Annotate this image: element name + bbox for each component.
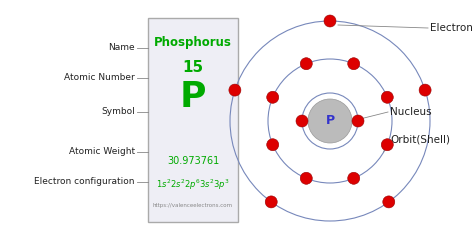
Text: Nucleus: Nucleus — [390, 107, 432, 117]
Circle shape — [300, 172, 312, 184]
Text: Atomic Number: Atomic Number — [64, 74, 135, 83]
Circle shape — [296, 115, 308, 127]
Text: Phosphorus: Phosphorus — [154, 36, 232, 49]
Text: https://valenceelectrons.com: https://valenceelectrons.com — [153, 203, 233, 208]
Circle shape — [324, 15, 336, 27]
FancyBboxPatch shape — [148, 18, 238, 222]
Text: 30.973761: 30.973761 — [167, 156, 219, 166]
Text: 15: 15 — [182, 60, 203, 75]
Circle shape — [383, 196, 395, 208]
Circle shape — [229, 84, 241, 96]
Circle shape — [267, 139, 279, 151]
Circle shape — [348, 58, 360, 70]
Circle shape — [419, 84, 431, 96]
Circle shape — [308, 99, 352, 143]
Text: Orbit(Shell): Orbit(Shell) — [390, 135, 450, 145]
Text: Electron: Electron — [430, 23, 473, 33]
Text: Symbol: Symbol — [101, 107, 135, 116]
Circle shape — [348, 172, 360, 184]
Text: $1s^22s^22p^63s^23p^3$: $1s^22s^22p^63s^23p^3$ — [156, 178, 230, 192]
Text: Name: Name — [109, 44, 135, 53]
Circle shape — [300, 58, 312, 70]
Circle shape — [265, 196, 277, 208]
Text: P: P — [326, 114, 335, 128]
Circle shape — [352, 115, 364, 127]
Circle shape — [267, 91, 279, 103]
Circle shape — [381, 91, 393, 103]
Text: P: P — [180, 80, 206, 114]
Text: Electron configuration: Electron configuration — [35, 177, 135, 187]
Circle shape — [381, 139, 393, 151]
Text: Atomic Weight: Atomic Weight — [69, 148, 135, 157]
